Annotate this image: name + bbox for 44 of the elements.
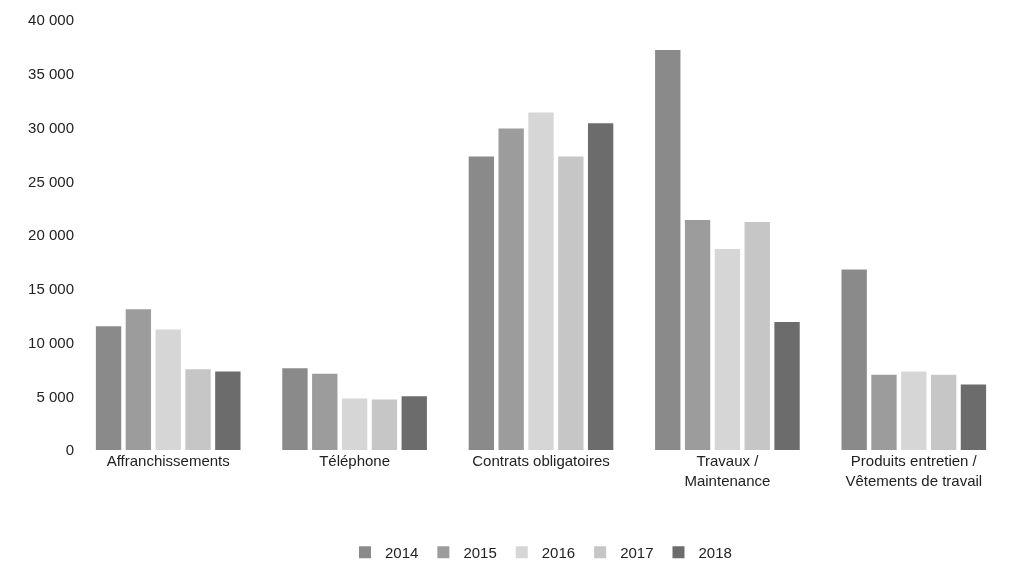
y-tick-label: 30 000 <box>28 118 74 136</box>
bar <box>714 248 741 450</box>
bar <box>841 269 867 450</box>
x-tick-label: Travaux / Maintenance <box>684 452 771 489</box>
x-tick-label: Affranchissements <box>106 452 230 469</box>
bar <box>960 384 987 450</box>
y-tick-label: 20 000 <box>28 226 74 244</box>
bar <box>185 369 211 450</box>
bar <box>95 326 122 450</box>
bar <box>871 374 897 450</box>
bar <box>282 368 308 450</box>
x-tick-label: Contrats obligatoires <box>472 452 610 469</box>
bar <box>468 156 495 450</box>
bar <box>498 128 524 450</box>
bar <box>655 50 681 450</box>
bar <box>558 156 584 450</box>
bar <box>312 373 338 450</box>
legend-label: 2017 <box>620 544 654 562</box>
bar <box>774 322 800 450</box>
y-tick-label: 35 000 <box>28 65 74 82</box>
bar <box>155 329 181 450</box>
bar <box>744 222 770 450</box>
bar <box>528 112 554 450</box>
x-tick-label: Téléphone <box>319 452 391 469</box>
legend-label: 2014 <box>385 544 419 562</box>
x-tick-label: Produits entretien / Vêtements de travail <box>845 452 983 489</box>
bar <box>901 371 927 450</box>
y-tick-label: 25 000 <box>28 172 74 190</box>
bar <box>930 374 957 450</box>
bar <box>371 399 398 450</box>
y-tick-label: 10 000 <box>28 333 74 351</box>
bar <box>401 396 427 450</box>
y-tick-label: 0 <box>65 441 74 459</box>
legend-label: 2018 <box>698 544 732 562</box>
bar <box>587 123 614 450</box>
y-tick-label: 40 000 <box>28 11 74 29</box>
bar <box>341 398 368 450</box>
bar <box>215 371 241 450</box>
y-tick-label: 5 000 <box>36 387 74 405</box>
y-tick-label: 15 000 <box>28 280 74 297</box>
bar <box>684 219 711 450</box>
bar <box>125 309 152 450</box>
legend-label: 2015 <box>463 544 497 562</box>
legend-label: 2016 <box>541 544 576 562</box>
